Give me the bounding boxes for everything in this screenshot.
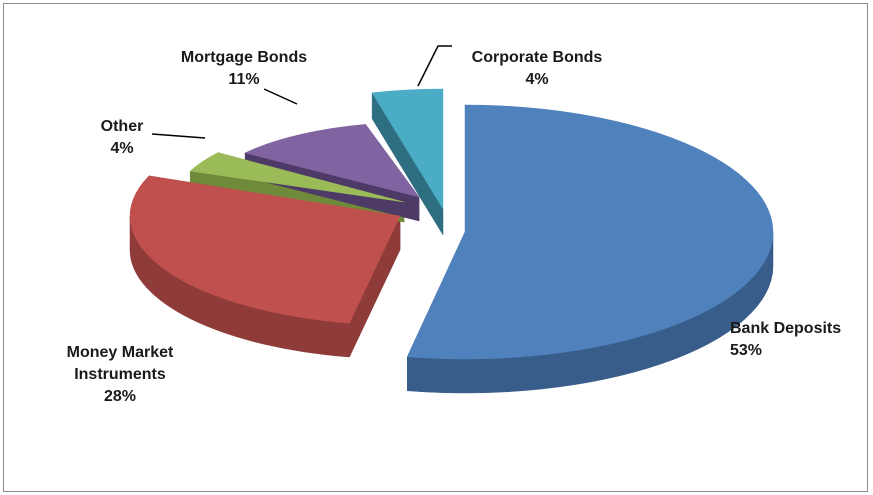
slice-mortgage-bonds bbox=[244, 124, 420, 198]
slice-other-value-label: 4% bbox=[110, 140, 133, 157]
slice-other-label: Other bbox=[101, 118, 144, 135]
leader-line-mortgage-bonds bbox=[263, 88, 298, 105]
slice-corporate-bonds-label: Corporate Bonds bbox=[472, 49, 603, 66]
slice-corporate-bonds bbox=[371, 88, 444, 210]
slice-bank-deposits bbox=[406, 104, 774, 360]
leader-line-other bbox=[151, 133, 206, 139]
slice-mortgage-bonds-label: Mortgage Bonds bbox=[181, 49, 307, 66]
slice-other bbox=[189, 152, 405, 203]
slice-mortgage-bonds-value-label: 11% bbox=[228, 71, 259, 88]
slice-bank-deposits-label: Bank Deposits bbox=[730, 320, 841, 337]
slice-money-market-instruments bbox=[129, 175, 401, 324]
slice-bank-deposits-value-label: 53% bbox=[730, 342, 762, 359]
leader-line-corporate-bonds bbox=[417, 45, 452, 87]
slice-corporate-bonds-value-label: 4% bbox=[525, 71, 548, 88]
slice-money-market-instruments-label: Instruments bbox=[74, 366, 166, 383]
slice-money-market-instruments-value-label: 28% bbox=[104, 388, 136, 405]
slice-money-market-instruments-label: Money Market bbox=[67, 344, 174, 361]
